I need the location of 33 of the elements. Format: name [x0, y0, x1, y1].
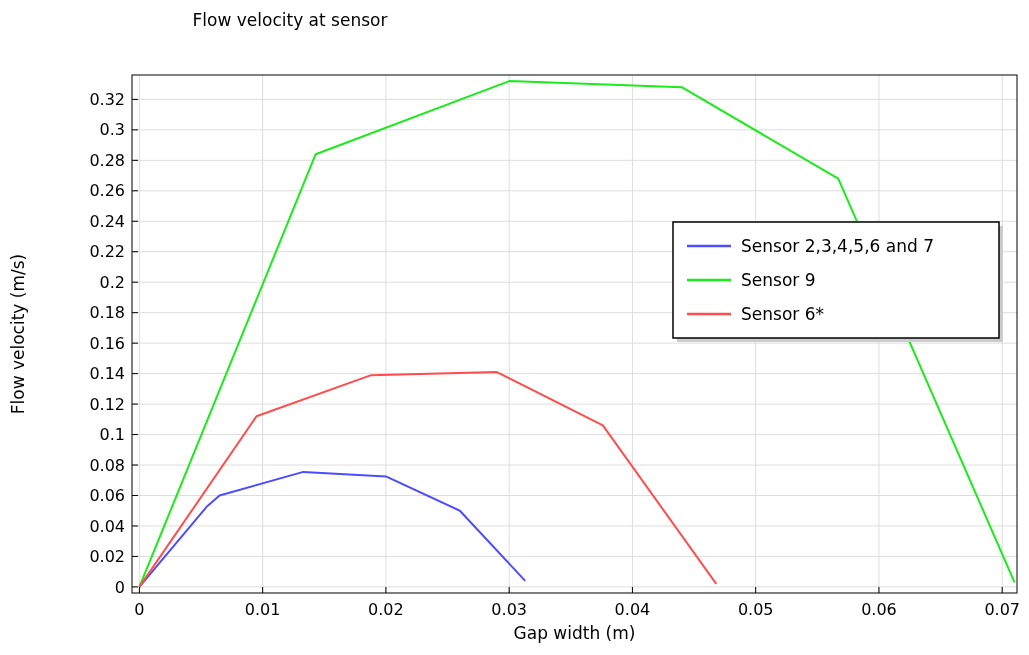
x-axis-title: Gap width (m) — [513, 623, 636, 643]
x-tick-label: 0.02 — [368, 600, 404, 619]
y-tick-label: 0.26 — [89, 181, 125, 201]
y-tick-label: 0.3 — [99, 120, 125, 140]
x-tick-label: 0.04 — [614, 600, 651, 619]
chart-title: Flow velocity at sensor — [192, 10, 388, 30]
x-tick-label: 0.03 — [491, 600, 527, 619]
line-series — [138, 371, 718, 588]
y-tick-label: 0.12 — [89, 394, 125, 414]
y-tick-label: 0.24 — [89, 211, 125, 231]
y-tick-label: 0 — [114, 577, 125, 597]
x-tick-label: 0.06 — [861, 600, 897, 619]
line-series — [138, 80, 1016, 588]
y-tick-label: 0.06 — [89, 486, 125, 506]
y-tick-label: 0.28 — [89, 150, 125, 170]
y-tick-label: 0.18 — [89, 303, 125, 323]
y-tick-label: 0.04 — [89, 516, 125, 536]
legend-label: Sensor 6* — [741, 303, 824, 324]
y-tick-label: 0.2 — [99, 272, 125, 292]
x-tick-label: 0.05 — [737, 600, 774, 619]
x-tick-label: 0 — [134, 600, 145, 619]
y-axis-title: Flow velocity (m/s) — [8, 253, 28, 415]
x-tick-label: 0.07 — [984, 600, 1021, 619]
y-tick-label: 0.16 — [89, 333, 125, 353]
y-tick-label: 0.22 — [89, 242, 125, 262]
y-tick-label: 0.32 — [89, 89, 125, 109]
y-tick-label: 0.1 — [99, 425, 125, 445]
y-tick-label: 0.14 — [89, 364, 125, 384]
legend-label: Sensor 9 — [741, 269, 816, 290]
x-tick-label: 0.01 — [244, 600, 281, 619]
legend-label: Sensor 2,3,4,5,6 and 7 — [741, 235, 934, 256]
y-tick-label: 0.02 — [89, 547, 125, 567]
y-tick-label: 0.08 — [89, 455, 125, 475]
